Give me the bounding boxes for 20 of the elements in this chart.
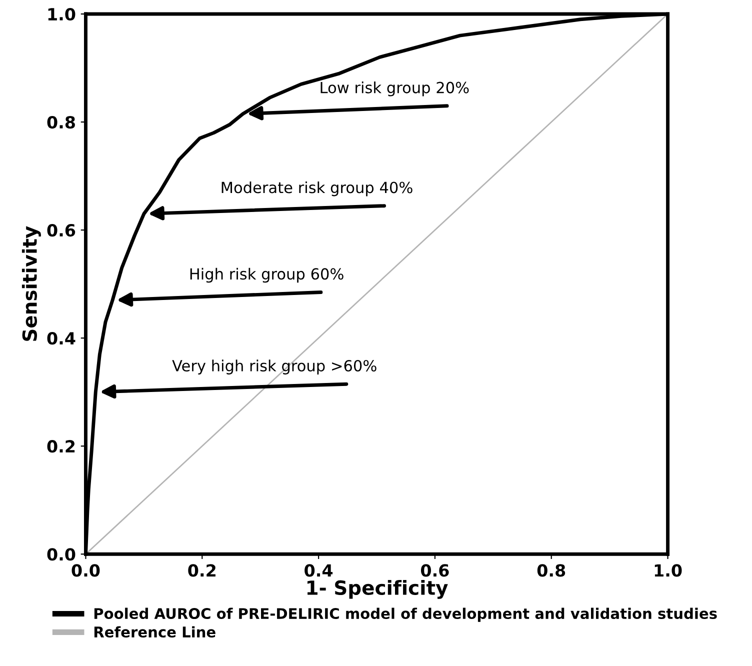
x-tick-label: 1.0 (654, 564, 682, 577)
annotation: High risk group 60% (190, 268, 344, 283)
legend-label: Reference Line (94, 626, 216, 638)
y-axis-title: Sensitivity (22, 226, 41, 341)
y-tick-label: 0.2 (47, 440, 75, 453)
annotation: Very high risk group >60% (172, 360, 376, 374)
x-tick-label: 0.8 (537, 564, 566, 577)
y-tick-label: 0.8 (47, 116, 75, 129)
y-tick-label: 1.0 (48, 8, 76, 21)
x-tick-label: 0.4 (304, 564, 333, 577)
y-tick-label: 0.4 (47, 332, 76, 345)
x-axis-title: 1- Specificity (307, 580, 448, 599)
y-tick-label: 0.0 (47, 548, 76, 561)
annotation: Low risk group 20% (320, 82, 469, 96)
x-tick-label: 0.0 (72, 564, 100, 577)
x-tick-label: 0.6 (420, 564, 449, 577)
y-tick-label: 0.6 (47, 224, 76, 237)
legend-label: Pooled AUROC of PRE-DELIRIC model of development and validation studies (94, 608, 717, 622)
x-tick-label: 0.2 (188, 564, 216, 577)
annotation: Moderate risk group 40% (222, 181, 412, 196)
